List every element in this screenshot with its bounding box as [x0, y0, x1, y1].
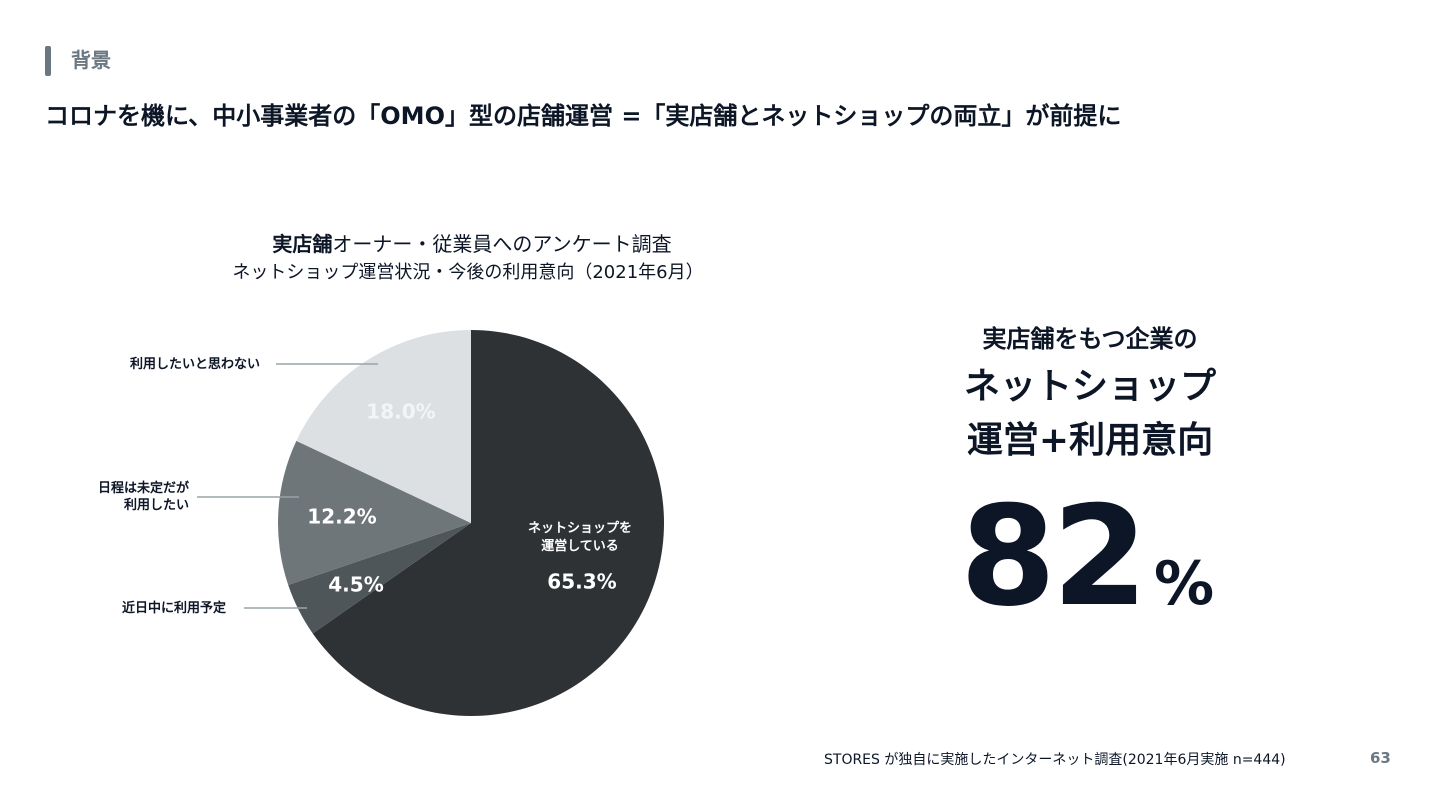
chart-title-bold: 実店舗: [272, 232, 333, 256]
slice-label-not_intending: 利用したいと思わない: [130, 356, 260, 372]
section-accent-bar: [45, 46, 51, 76]
big-percentage: 82%: [960, 482, 1280, 632]
slice-value-undecided: 12.2%: [307, 505, 376, 529]
big-percentage-value: 82: [960, 476, 1148, 637]
callout-title-line1: ネットショップ: [963, 366, 1216, 407]
slice-label-planned: 近日中に利用予定: [122, 600, 226, 616]
callout-title-line2: 運営+利用意向: [966, 420, 1214, 461]
chart-subtitle: ネットショップ運営状況・今後の利用意向（2021年6月）: [232, 262, 704, 283]
slice-value-operating: 65.3%: [547, 570, 616, 594]
slice-value-planned: 4.5%: [328, 573, 383, 597]
chart-title-rest: オーナー・従業員へのアンケート調査: [332, 232, 672, 256]
slice-label-operating: ネットショップを運営している: [528, 521, 632, 554]
pie-slice-operating: [312, 330, 664, 716]
headline: コロナを機に、中小事業者の「OMO」型の店舗運営 =「実店舗とネットショップの両…: [45, 102, 1122, 130]
pie-slice-undecided: [277, 440, 471, 585]
pie-slice-not_intending: [296, 330, 471, 523]
callout-subtitle: 実店舗をもつ企業の: [982, 325, 1198, 353]
footnote: STORES が独自に実施したインターネット調査(2021年6月実施 n=444…: [824, 752, 1286, 768]
pie-slice-planned: [288, 523, 471, 634]
chart-title: 実店舗オーナー・従業員へのアンケート調査: [0, 230, 944, 258]
section-label: 背景: [71, 48, 111, 72]
big-percentage-unit: %: [1154, 549, 1215, 619]
page-number: 63: [1370, 749, 1391, 767]
slice-label-undecided: 日程は未定だが利用したい: [98, 480, 189, 513]
slice-value-not_intending: 18.0%: [366, 400, 435, 424]
